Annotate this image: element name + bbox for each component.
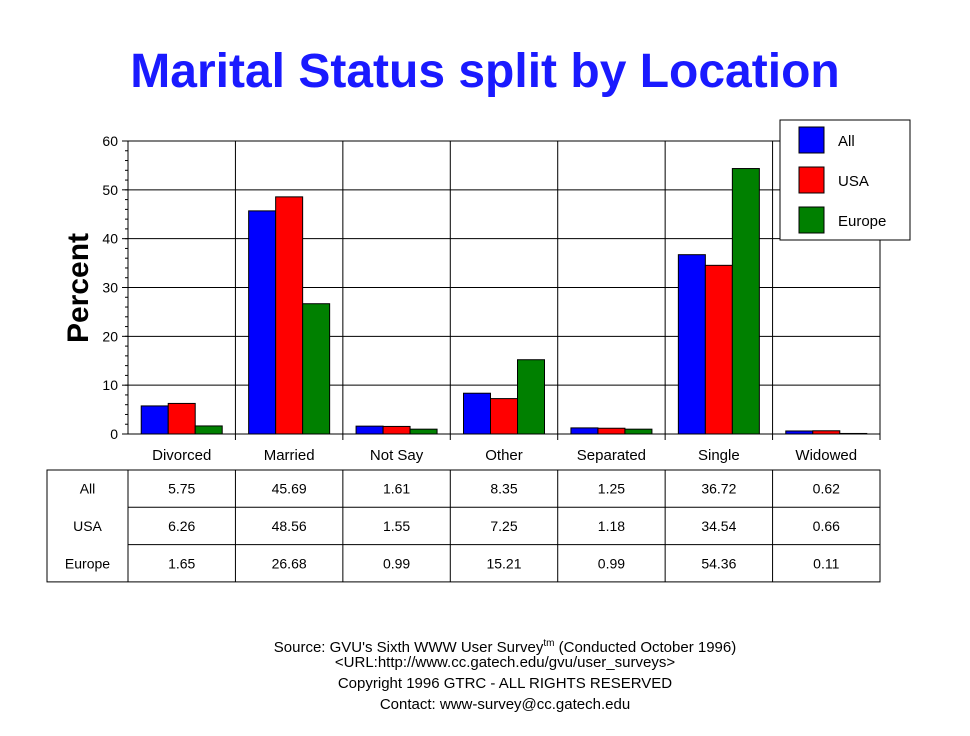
bar-usa xyxy=(812,430,841,435)
table-cell: 48.56 xyxy=(272,518,307,534)
y-tick-label: 60 xyxy=(102,133,118,149)
x-tick-label: Married xyxy=(264,447,315,464)
table-cell: 1.18 xyxy=(598,518,625,534)
bar-usa xyxy=(704,264,733,435)
table-cell: 0.66 xyxy=(813,518,840,534)
table-cell: 26.68 xyxy=(272,555,307,571)
y-axis-label: Percent xyxy=(62,233,95,343)
bar-all xyxy=(677,254,706,435)
table-cell: 7.25 xyxy=(490,518,517,534)
table-row-label: USA xyxy=(73,518,102,534)
table-cell: 1.25 xyxy=(598,481,625,497)
y-tick-label: 0 xyxy=(110,426,118,442)
chart-title: Marital Status split by Location xyxy=(130,45,840,98)
x-tick-label: Other xyxy=(485,447,523,464)
table-cell: 1.61 xyxy=(383,481,410,497)
footer-contact: Contact: www-survey@cc.gatech.edu xyxy=(379,696,631,713)
y-tick-label: 20 xyxy=(102,328,118,344)
x-tick-label: Divorced xyxy=(152,447,211,464)
table-cell: 0.62 xyxy=(813,481,840,497)
x-tick-label: Separated xyxy=(577,447,646,464)
table-cell: 1.65 xyxy=(168,555,195,571)
bar-usa xyxy=(597,427,626,435)
y-tick-label: 10 xyxy=(102,377,118,393)
bar-europe xyxy=(624,428,653,435)
table-cell: 54.36 xyxy=(701,555,736,571)
table-cell: 45.69 xyxy=(272,481,307,497)
trademark: tm xyxy=(543,638,555,649)
bar-all xyxy=(140,405,169,435)
bar-europe xyxy=(517,359,545,435)
table-row-label: All xyxy=(80,481,96,497)
bar-chart: 0 10 20 30 40 50 60 Divorced Married Not Say Other… xyxy=(46,119,911,583)
legend-swatch-europe xyxy=(798,206,825,234)
bar-all xyxy=(355,425,384,435)
table-cell: 8.35 xyxy=(490,481,517,497)
bar-usa xyxy=(167,402,196,435)
legend-label-usa: USA xyxy=(838,173,869,190)
x-tick-label: Widowed xyxy=(795,447,857,464)
x-tick-label: Not Say xyxy=(370,447,424,464)
y-tick-label: 30 xyxy=(102,280,118,296)
table-cell: 0.11 xyxy=(813,555,839,571)
y-tick-label: 50 xyxy=(102,182,118,198)
bar-all xyxy=(785,430,814,435)
table-cell: 1.55 xyxy=(383,518,410,534)
table-cell: 6.26 xyxy=(168,518,195,534)
bar-europe xyxy=(302,303,331,435)
legend-swatch-usa xyxy=(798,166,825,194)
bar-europe xyxy=(409,428,438,435)
bar-usa xyxy=(275,196,304,435)
bar-europe xyxy=(194,425,223,435)
table-row-label: Europe xyxy=(65,555,110,571)
bar-usa xyxy=(382,425,411,435)
table-cell: 36.72 xyxy=(701,481,736,497)
footer-copyright: Copyright 1996 GTRC - ALL RIGHTS RESERVE… xyxy=(337,675,673,692)
bar-all xyxy=(248,210,277,435)
bar-europe xyxy=(839,432,868,435)
y-tick-label: 40 xyxy=(102,231,118,247)
x-tick-label: Single xyxy=(698,447,740,464)
footer-source-text: Source: GVU's Sixth WWW User Survey xyxy=(273,639,544,656)
footer-source: Source: GVU's Sixth WWW User Surveytm (C… xyxy=(0,634,970,658)
table-cell: 34.54 xyxy=(701,518,736,534)
legend-label-europe: Europe xyxy=(838,213,886,230)
bar-all xyxy=(570,427,599,435)
legend-swatch-all xyxy=(798,126,825,154)
table-cell: 15.21 xyxy=(486,555,521,571)
table-cell: 0.99 xyxy=(383,555,410,571)
data-table-border xyxy=(46,469,881,583)
footer-conducted: (Conducted October 1996) xyxy=(554,639,737,656)
footer-url: <URL:http://www.cc.gatech.edu/gvu/user_s… xyxy=(334,654,676,671)
bar-usa xyxy=(490,398,518,435)
bar-all xyxy=(463,392,491,435)
bar-europe xyxy=(731,168,760,435)
table-cell: 5.75 xyxy=(168,481,195,497)
table-cell: 0.99 xyxy=(598,555,625,571)
legend-label-all: All xyxy=(838,133,855,150)
